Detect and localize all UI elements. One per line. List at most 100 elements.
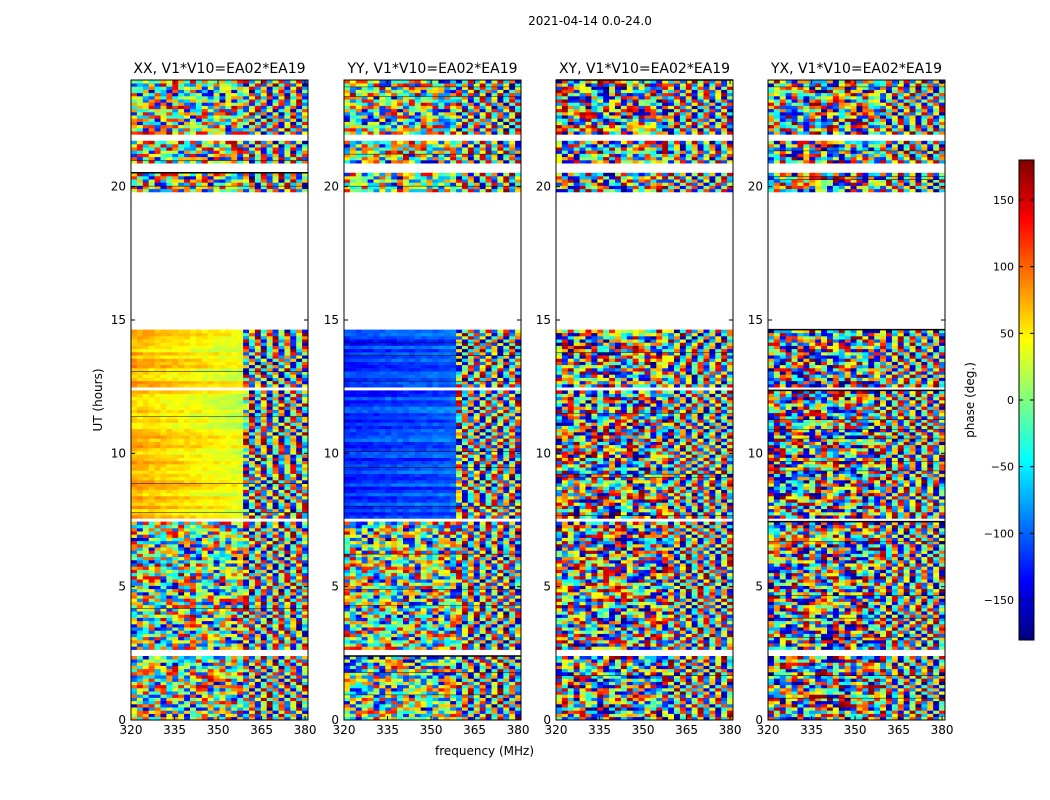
heatmap-cell	[272, 576, 279, 580]
heatmap-cell	[290, 633, 297, 638]
heatmap-cell	[260, 684, 267, 689]
heatmap-cell	[213, 153, 220, 158]
heatmap-cell	[195, 156, 203, 161]
heatmap-cell	[414, 688, 421, 692]
heatmap-cell	[266, 115, 273, 119]
heatmap-cell	[237, 704, 244, 708]
heatmap-cell	[160, 614, 167, 618]
heatmap-cell	[148, 108, 155, 113]
heatmap-cell	[231, 182, 238, 186]
heatmap-cell	[408, 665, 416, 670]
heatmap-cell	[213, 377, 220, 382]
heatmap-cell	[414, 665, 421, 670]
heatmap-cell	[260, 105, 267, 110]
heatmap-cell	[296, 112, 303, 116]
heatmap-cell	[166, 620, 173, 625]
heatmap-cell	[190, 188, 197, 193]
heatmap-cell	[184, 489, 191, 494]
heatmap-cell	[225, 528, 232, 532]
heatmap-cell	[219, 537, 226, 542]
heatmap-cell	[213, 566, 220, 570]
heatmap-cell	[154, 438, 161, 442]
heatmap-cell	[278, 550, 285, 554]
heatmap-cell	[142, 550, 149, 554]
heatmap-cell	[136, 608, 144, 612]
heatmap-cell	[284, 646, 291, 650]
heatmap-cell	[219, 544, 226, 548]
heatmap-cell	[136, 156, 144, 161]
heatmap-cell	[184, 390, 191, 394]
heatmap-cell	[290, 508, 297, 513]
heatmap-cell	[201, 633, 208, 638]
heatmap-cell	[266, 563, 273, 567]
heatmap-cell	[243, 627, 250, 631]
heatmap-cell	[225, 364, 232, 369]
heatmap-cell	[290, 582, 297, 586]
heatmap-cell	[266, 128, 273, 132]
heatmap-cell	[290, 528, 297, 532]
heatmap-cell	[148, 400, 155, 404]
heatmap-cell	[195, 428, 203, 433]
heatmap-cell	[432, 672, 439, 676]
heatmap-cell	[249, 406, 256, 410]
heatmap-cell	[225, 188, 232, 193]
heatmap-cell	[136, 182, 144, 186]
heatmap-cell	[166, 182, 173, 186]
heatmap-cell	[249, 499, 256, 503]
heatmap-cell	[284, 352, 291, 356]
heatmap-cell	[266, 473, 273, 478]
heatmap-cell	[284, 105, 291, 110]
heatmap-cell	[278, 112, 285, 116]
heatmap-cell	[231, 492, 238, 497]
heatmap-cell	[290, 492, 297, 497]
heatmap-cell	[296, 355, 303, 359]
heatmap-cell	[243, 339, 250, 343]
heatmap-cell	[213, 560, 220, 564]
heatmap-cell	[302, 585, 309, 590]
heatmap-cell	[266, 150, 273, 154]
heatmap-cell	[266, 515, 273, 519]
heatmap-cell	[184, 505, 191, 510]
heatmap-cell	[243, 396, 250, 401]
heatmap-cell	[148, 467, 155, 471]
heatmap-cell	[272, 380, 279, 385]
heatmap-cell	[195, 329, 203, 334]
heatmap-cell	[190, 393, 197, 398]
heatmap-cell	[184, 441, 191, 446]
heatmap-cell	[178, 502, 185, 506]
heatmap-cell	[160, 620, 167, 625]
heatmap-cell	[184, 355, 191, 359]
heatmap-cell	[254, 393, 262, 398]
heatmap-cell	[213, 345, 220, 350]
heatmap-cell	[296, 342, 303, 346]
heatmap-cell	[290, 121, 297, 126]
heatmap-cell	[290, 131, 297, 135]
heatmap-cell	[142, 131, 149, 135]
heatmap-cell	[207, 595, 214, 599]
heatmap-cell	[432, 704, 439, 708]
heatmap-cell	[172, 499, 179, 503]
heatmap-cell	[213, 496, 220, 500]
heatmap-cell	[503, 665, 510, 670]
heatmap-cell	[254, 368, 262, 372]
heatmap-cell	[154, 700, 161, 705]
heatmap-cell	[355, 700, 362, 705]
heatmap-cell	[485, 688, 492, 692]
heatmap-cell	[272, 428, 279, 433]
heatmap-cell	[266, 432, 273, 436]
heatmap-cell	[148, 604, 155, 609]
heatmap-cell	[136, 374, 144, 378]
heatmap-cell	[296, 118, 303, 122]
heatmap-cell	[184, 332, 191, 337]
heatmap-cell	[254, 416, 262, 420]
heatmap-cell	[131, 102, 138, 106]
heatmap-cell	[136, 656, 144, 660]
heatmap-cell	[201, 681, 208, 686]
heatmap-cell	[278, 528, 285, 532]
heatmap-cell	[142, 515, 149, 519]
heatmap-cell	[296, 89, 303, 94]
heatmap-cell	[207, 115, 214, 119]
heatmap-cell	[195, 339, 203, 343]
heatmap-cell	[195, 505, 203, 510]
heatmap-cell	[142, 540, 149, 545]
